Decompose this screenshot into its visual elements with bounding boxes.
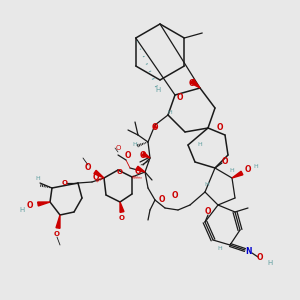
Text: H: H	[230, 167, 234, 172]
Text: H: H	[254, 164, 258, 169]
Polygon shape	[136, 166, 145, 172]
Text: O: O	[222, 158, 228, 166]
Text: O: O	[172, 190, 178, 200]
Text: O: O	[205, 208, 211, 217]
Text: O: O	[177, 92, 183, 101]
Text: H: H	[168, 110, 172, 115]
Polygon shape	[94, 170, 104, 178]
Text: H: H	[133, 142, 137, 148]
Text: O: O	[135, 167, 141, 176]
Polygon shape	[154, 125, 157, 128]
Text: H: H	[218, 245, 222, 250]
Text: H: H	[205, 182, 209, 188]
Text: O: O	[119, 215, 125, 221]
Text: O: O	[62, 180, 68, 186]
Polygon shape	[142, 152, 150, 158]
Text: O: O	[115, 145, 121, 151]
Text: O: O	[117, 169, 123, 175]
Polygon shape	[120, 202, 124, 212]
Text: N: N	[245, 248, 251, 256]
Text: O: O	[257, 254, 263, 262]
Text: O: O	[93, 173, 99, 182]
Text: H: H	[20, 207, 25, 213]
Text: O: O	[54, 231, 60, 237]
Text: O: O	[140, 151, 146, 160]
Polygon shape	[38, 202, 50, 206]
Text: O: O	[85, 164, 91, 172]
Polygon shape	[190, 79, 200, 88]
Text: H: H	[155, 87, 160, 93]
Text: O: O	[217, 124, 223, 133]
Text: O: O	[27, 200, 33, 209]
Polygon shape	[56, 215, 60, 228]
Text: O: O	[152, 124, 158, 133]
Text: O: O	[245, 166, 251, 175]
Polygon shape	[232, 171, 243, 178]
Text: H: H	[198, 142, 203, 148]
Text: H: H	[267, 260, 273, 266]
Text: O: O	[159, 196, 165, 205]
Text: O: O	[125, 151, 131, 160]
Text: H: H	[36, 176, 40, 181]
Text: O: O	[189, 79, 195, 88]
